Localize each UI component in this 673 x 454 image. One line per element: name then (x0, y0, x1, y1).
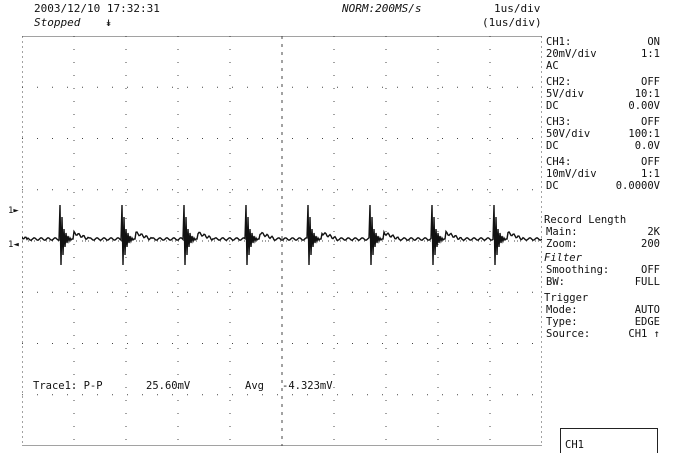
record-zoom[interactable]: Zoom: 200 (546, 238, 660, 250)
ch3-coupling[interactable]: DC 0.0V (546, 140, 660, 152)
sample-rate: NORM:200MS/s (342, 2, 422, 15)
ch2-scale[interactable]: 5V/div 10:1 (546, 88, 660, 100)
datetime: 2003/12/10 17:32:31 (34, 2, 160, 15)
avg-label: Avg (245, 380, 264, 392)
ch3-header[interactable]: CH3: OFF (546, 116, 660, 128)
acquisition-state: Stopped (34, 16, 81, 29)
timebase: 1us/div (494, 2, 541, 15)
filter-smoothing[interactable]: Smoothing: OFF (546, 264, 660, 276)
measurement-label: Trace1: P-P (33, 380, 103, 392)
filter-bw[interactable]: BW: FULL (546, 276, 660, 288)
trigger-source[interactable]: Source: CH1 ↑ (546, 328, 660, 340)
record-length-title: Record Length (544, 214, 627, 226)
ch2-header[interactable]: CH2: OFF (546, 76, 660, 88)
ch1-trace (21, 204, 543, 266)
ch4-coupling[interactable]: DC 0.0000V (546, 180, 660, 192)
trigger-type[interactable]: Type: EDGE (546, 316, 660, 328)
status-header: 2003/12/10 17:32:31 Stopped ↡ NORM:200MS… (0, 0, 673, 40)
ch1-coupling[interactable]: AC (546, 60, 559, 72)
ch1-header[interactable]: CH1: ON (546, 36, 660, 48)
ch3-scale[interactable]: 50V/div 100:1 (546, 128, 660, 140)
settings-panel: CH1: ON 20mV/div 1:1 AC CH2: OFF 5V/div 10:1… (544, 36, 670, 450)
avg-value: -4.323mV (282, 380, 333, 392)
pp-value: 25.60mV (146, 380, 191, 392)
ch4-header[interactable]: CH4: OFF (546, 156, 660, 168)
active-channel-tab[interactable]: CH1 (560, 428, 658, 453)
ch1-ground-marker[interactable]: 1◄ (8, 240, 19, 250)
trigger-level-marker[interactable]: 1► (8, 206, 19, 216)
ch1-scale[interactable]: 20mV/div 1:1 (546, 48, 660, 60)
filter-title: Filter (544, 252, 582, 264)
zoom-timebase: (1us/div) (482, 16, 542, 29)
record-main[interactable]: Main: 2K (546, 226, 660, 238)
ch2-coupling[interactable]: DC 0.00V (546, 100, 660, 112)
trigger-position-icon: ↡ (105, 15, 113, 29)
active-channel-label: CH1 (565, 439, 584, 451)
ch4-scale[interactable]: 10mV/div 1:1 (546, 168, 660, 180)
trigger-title: Trigger (544, 292, 589, 304)
trigger-mode[interactable]: Mode: AUTO (546, 304, 660, 316)
